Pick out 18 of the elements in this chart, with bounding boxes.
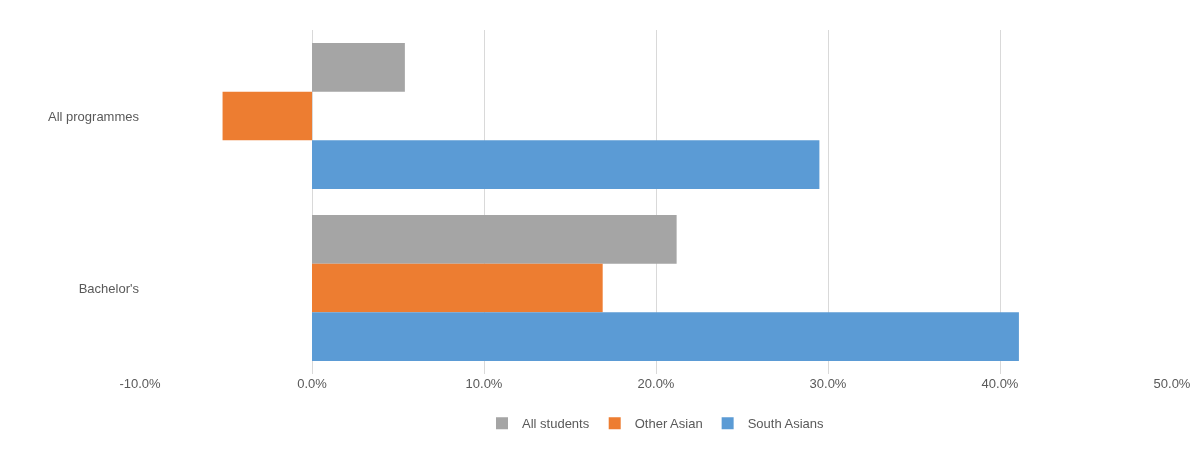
bar xyxy=(312,42,405,92)
bar xyxy=(312,214,677,264)
x-tick-label: 0.0% xyxy=(297,376,328,391)
x-tick-label: -10.0% xyxy=(119,376,162,391)
bar xyxy=(222,91,312,141)
x-tick-label: 40.0% xyxy=(981,376,1019,391)
bar xyxy=(312,140,820,190)
x-tick-label: 20.0% xyxy=(637,376,675,391)
y-tick-label: All programmes xyxy=(47,108,140,124)
legend-label: Other Asian xyxy=(634,416,703,432)
legend-label: South Asians xyxy=(747,416,825,432)
bar xyxy=(312,312,1019,362)
bar xyxy=(312,263,603,313)
x-tick-label: 50.0% xyxy=(1153,376,1191,391)
y-tick-label: Bachelor's xyxy=(78,280,140,296)
x-tick-label: 10.0% xyxy=(465,376,503,391)
legend-label: All students xyxy=(522,416,590,432)
x-tick-label: 30.0% xyxy=(809,376,847,391)
